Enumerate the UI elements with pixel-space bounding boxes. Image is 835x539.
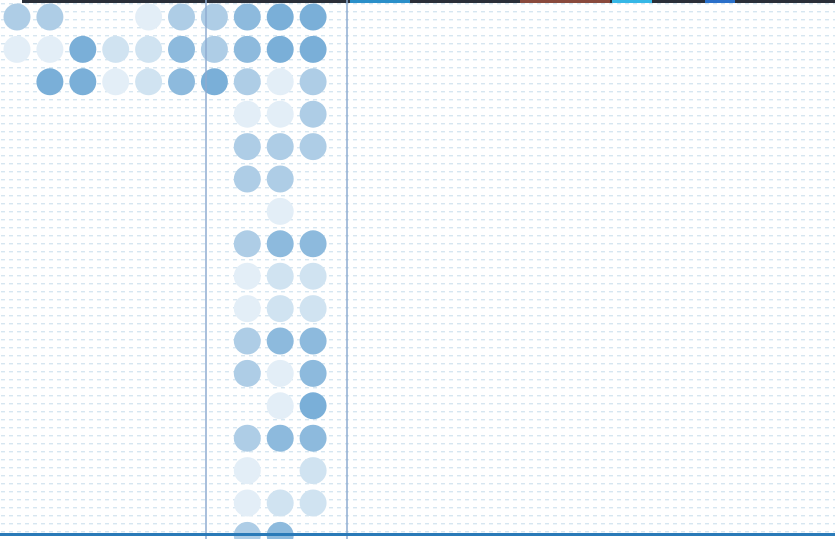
dot <box>267 392 294 419</box>
dot <box>69 36 96 63</box>
dot <box>135 4 162 31</box>
dot <box>234 36 261 63</box>
dot <box>267 166 294 193</box>
dot <box>168 68 195 95</box>
dot <box>267 4 294 31</box>
dot <box>36 36 63 63</box>
dot <box>102 68 129 95</box>
dot <box>4 36 31 63</box>
dot <box>267 68 294 95</box>
dot <box>201 36 228 63</box>
dot <box>4 4 31 31</box>
dot <box>267 230 294 257</box>
dot <box>267 101 294 128</box>
dot <box>267 295 294 322</box>
dot <box>300 457 327 484</box>
dot <box>267 490 294 517</box>
dot <box>135 36 162 63</box>
dot <box>300 263 327 290</box>
dot <box>201 68 228 95</box>
dot <box>168 4 195 31</box>
dot <box>69 68 96 95</box>
dot <box>267 360 294 387</box>
dot <box>300 425 327 452</box>
dot <box>300 4 327 31</box>
dot <box>300 360 327 387</box>
dot <box>234 328 261 355</box>
dot-grid-view <box>0 0 835 539</box>
dot <box>201 4 228 31</box>
top-strip-accent <box>520 0 610 3</box>
dot <box>300 295 327 322</box>
dot <box>168 36 195 63</box>
dot <box>36 4 63 31</box>
dot <box>234 425 261 452</box>
top-strip-accent <box>705 0 735 3</box>
dot <box>267 133 294 160</box>
dot <box>234 68 261 95</box>
dot <box>267 425 294 452</box>
dot <box>267 36 294 63</box>
dot <box>300 230 327 257</box>
dot <box>300 68 327 95</box>
dot <box>234 490 261 517</box>
dot <box>36 68 63 95</box>
dot <box>135 68 162 95</box>
dot <box>300 133 327 160</box>
dot <box>300 490 327 517</box>
dot <box>300 101 327 128</box>
dot <box>267 328 294 355</box>
dot <box>267 263 294 290</box>
dot <box>234 295 261 322</box>
top-strip-accent <box>350 0 410 3</box>
dot <box>234 230 261 257</box>
dot <box>102 36 129 63</box>
page: {} (() => { JSON.parse(document.getEleme… <box>0 0 835 539</box>
dot <box>234 166 261 193</box>
dot <box>300 36 327 63</box>
dot <box>234 360 261 387</box>
dot <box>300 328 327 355</box>
dot <box>300 392 327 419</box>
dot <box>267 198 294 225</box>
dot <box>234 101 261 128</box>
dot <box>234 4 261 31</box>
bottom-rule <box>0 533 835 536</box>
dot <box>234 457 261 484</box>
dot <box>234 133 261 160</box>
top-strip-accent <box>612 0 652 3</box>
dot <box>234 263 261 290</box>
